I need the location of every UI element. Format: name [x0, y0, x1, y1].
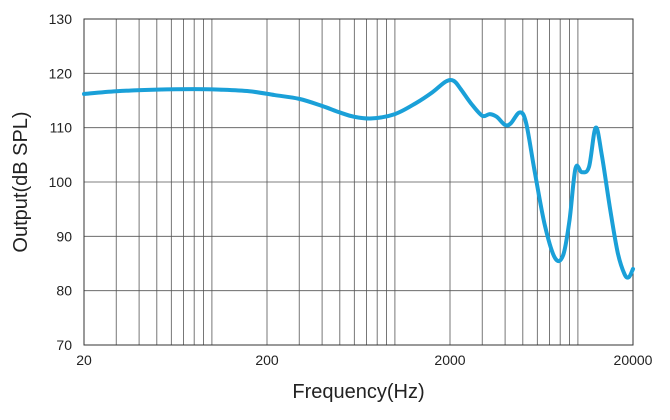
series-line [82, 77, 635, 280]
x-tick-label: 2000 [434, 352, 465, 368]
plot-frame [83, 18, 634, 346]
y-tick-label: 130 [49, 11, 73, 27]
x-tick-label: 20000 [614, 352, 653, 368]
y-tick-labels: 70 80 90 100 110 120 130 [49, 11, 73, 353]
x-tick-labels: 20 200 2000 20000 [76, 352, 652, 368]
y-tick-label: 80 [56, 283, 72, 299]
y-tick-label: 70 [56, 337, 72, 353]
y-tick-label: 100 [49, 174, 73, 190]
y-axis-label: Output(dB SPL) [10, 111, 32, 252]
x-axis-label: Frequency(Hz) [292, 381, 424, 403]
grid-lines [83, 18, 634, 346]
x-tick-label: 200 [255, 352, 279, 368]
y-tick-label: 90 [56, 228, 72, 244]
x-tick-label: 20 [76, 352, 92, 368]
y-tick-label: 110 [50, 120, 73, 136]
y-tick-label: 120 [49, 65, 73, 81]
